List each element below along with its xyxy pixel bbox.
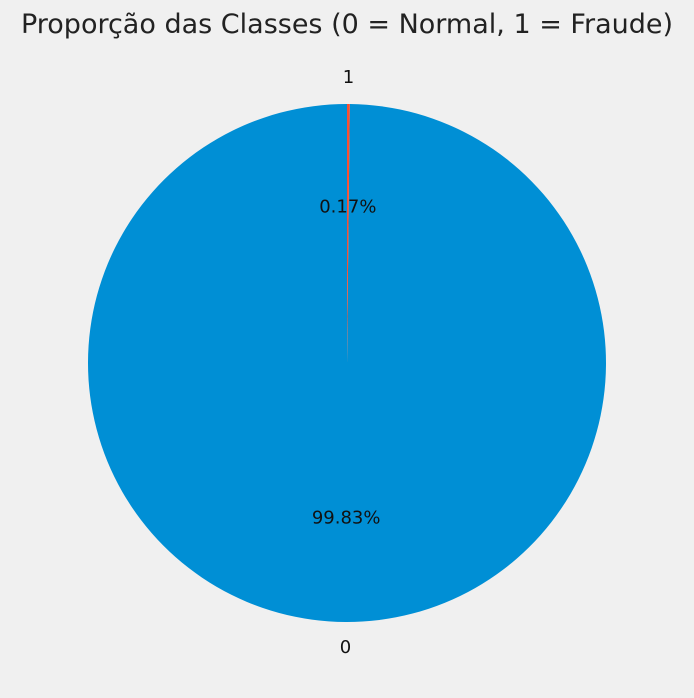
slice-label-0: 0 bbox=[340, 637, 351, 658]
slice-percent-1: 0.17% bbox=[319, 197, 376, 218]
chart-title: Proporção das Classes (0 = Normal, 1 = F… bbox=[21, 9, 673, 40]
pie-slices bbox=[88, 104, 606, 622]
slice-label-1: 1 bbox=[343, 67, 354, 88]
slice-percent-0: 99.83% bbox=[312, 507, 381, 528]
pie-slice-0 bbox=[88, 104, 606, 622]
